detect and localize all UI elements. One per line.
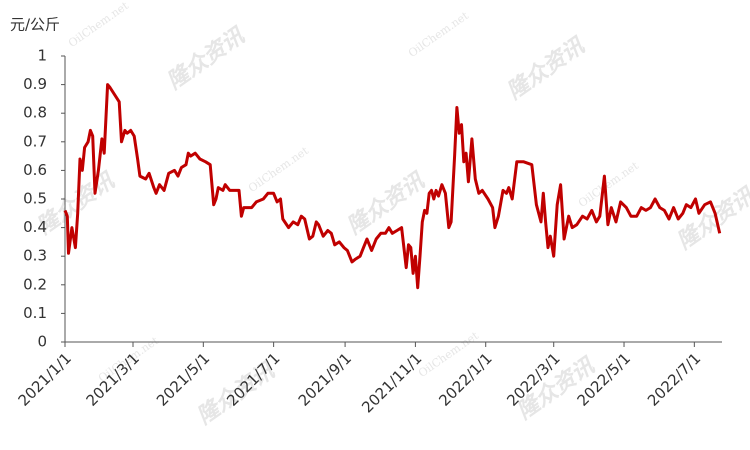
- y-tick-label: 0: [37, 333, 47, 351]
- watermark: OilChem.net: [246, 144, 311, 195]
- x-tick-label: 2021/3/1: [83, 349, 143, 409]
- y-tick-label: 0.1: [23, 304, 47, 322]
- x-tick-label: 2021/1/1: [15, 349, 75, 409]
- y-axis-label: 元/公斤: [10, 16, 60, 34]
- watermark: OilChem.net: [66, 0, 131, 50]
- price-line: [63, 83, 722, 290]
- y-tick-label: 0.2: [23, 275, 47, 293]
- x-tick-label: 2022/7/1: [644, 349, 704, 409]
- x-tick-label: 2021/9/1: [295, 349, 355, 409]
- watermark: OilChem.net: [406, 9, 471, 60]
- y-tick-label: 0.9: [23, 75, 47, 93]
- watermark: 隆众资讯: [502, 32, 591, 105]
- y-tick-label: 0.7: [23, 132, 47, 150]
- watermark: OilChem.net: [576, 159, 641, 210]
- watermark: 隆众资讯: [342, 167, 431, 240]
- watermark: 隆众资讯: [672, 182, 750, 255]
- y-tick-label: 0.8: [23, 104, 47, 122]
- watermark: OilChem.net: [0, 144, 1, 195]
- y-tick-label: 0.5: [23, 190, 47, 208]
- y-tick-label: 0.4: [23, 218, 47, 236]
- x-tick-label: 2021/11/1: [358, 349, 425, 416]
- watermark: 隆众资讯: [162, 22, 251, 95]
- y-tick-label: 0.3: [23, 247, 47, 265]
- y-tick-label: 0.6: [23, 161, 47, 179]
- y-tick-label: 1: [37, 47, 47, 65]
